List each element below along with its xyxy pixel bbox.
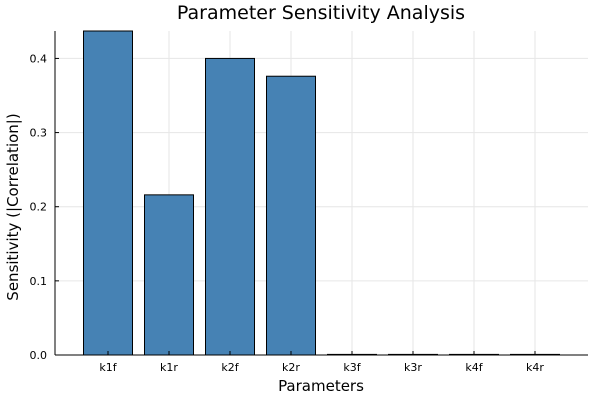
x-tick-label: k2f bbox=[221, 361, 239, 374]
bars bbox=[83, 30, 560, 356]
y-tick-label: 0.1 bbox=[30, 275, 48, 288]
chart-title: Parameter Sensitivity Analysis bbox=[177, 2, 465, 24]
bar-k1f bbox=[83, 30, 133, 356]
y-tick-label: 0.4 bbox=[30, 52, 48, 65]
x-tick-label: k3r bbox=[404, 361, 422, 374]
x-tick-label: k1f bbox=[99, 361, 117, 374]
x-tick-label: k3f bbox=[343, 361, 361, 374]
y-tick-label: 0.2 bbox=[30, 201, 48, 214]
x-tick-label: k4f bbox=[465, 361, 483, 374]
bar-k2f bbox=[205, 57, 255, 356]
x-axis-label: Parameters bbox=[278, 377, 364, 395]
y-tick-label: 0.3 bbox=[30, 127, 48, 140]
x-tick-label: k1r bbox=[160, 361, 178, 374]
grid bbox=[55, 31, 588, 356]
axes bbox=[54, 31, 588, 356]
bar-k2r bbox=[266, 75, 316, 356]
y-tick-label: 0.0 bbox=[30, 349, 48, 362]
y-axis-label: Sensitivity (|Correlation|) bbox=[4, 113, 22, 300]
x-tick-label: k2r bbox=[282, 361, 300, 374]
x-tick-label: k4r bbox=[526, 361, 544, 374]
bar-k1r bbox=[144, 194, 194, 356]
tick-labels: 0.0 0.1 0.2 0.3 0.4 k1f k1r k2f k2r k3f k3r k4f k4r bbox=[30, 52, 545, 374]
